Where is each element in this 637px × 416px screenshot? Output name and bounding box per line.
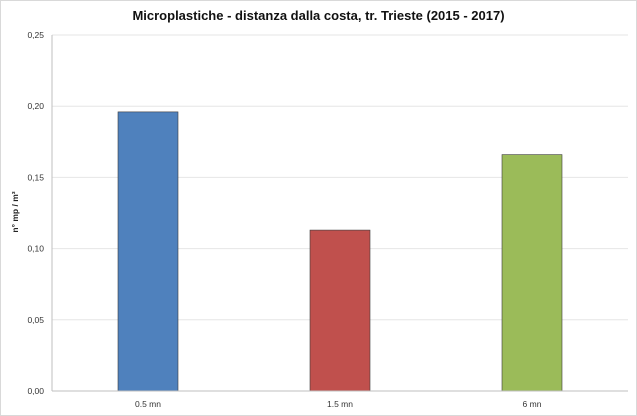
bar-1-5-mn (309, 229, 371, 392)
bar-6-mn (501, 154, 563, 392)
chart-title: Microplastiche - distanza dalla costa, t… (132, 8, 505, 23)
x-tick-labels: 0.5 mn 1.5 mn 6 mn (135, 399, 542, 409)
x-tick-label: 1.5 mn (327, 399, 353, 409)
y-tick-label: 0,15 (27, 172, 44, 182)
y-tick-label: 0,20 (27, 101, 44, 111)
y-tick-label: 0,05 (27, 315, 44, 325)
x-tick-label: 0.5 mn (135, 399, 161, 409)
y-tick-label: 0,10 (27, 244, 44, 254)
y-tick-label: 0,00 (27, 386, 44, 396)
y-tick-labels: 0,00 0,05 0,10 0,15 0,20 0,25 (27, 30, 44, 396)
bars (117, 111, 563, 392)
y-tick-label: 0,25 (27, 30, 44, 40)
x-tick-label: 6 mn (523, 399, 542, 409)
bar-0-5-mn (117, 111, 179, 392)
y-axis-label: n° mp / m³ (10, 191, 20, 232)
